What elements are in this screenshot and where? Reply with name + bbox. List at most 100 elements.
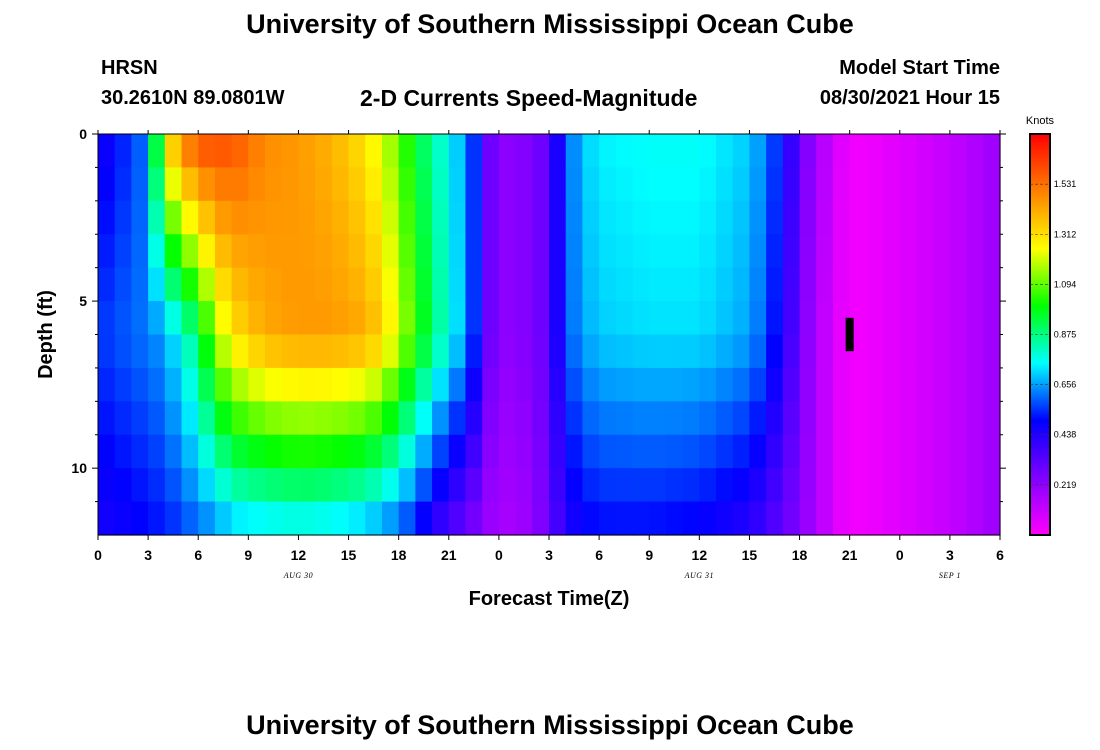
heatmap-cell [933, 267, 951, 302]
heatmap-cell [983, 167, 1001, 202]
heatmap-cell [665, 200, 684, 235]
heatmap-cell [766, 267, 784, 302]
heatmap-cell [916, 234, 934, 269]
heatmap-cell [265, 334, 283, 369]
heatmap-cell [114, 501, 132, 536]
heatmap-cell [682, 367, 700, 402]
heatmap-cell [315, 167, 333, 202]
heatmap-cell [565, 134, 583, 169]
heatmap-cell [816, 134, 834, 169]
heatmap-cell [632, 167, 650, 202]
heatmap-cell [682, 501, 700, 536]
heatmap-cell [849, 267, 867, 302]
heatmap-cell [916, 334, 934, 369]
heatmap-cell [933, 301, 951, 336]
heatmap-cell [198, 200, 216, 235]
heatmap-cell [114, 434, 132, 469]
heatmap-cell [916, 367, 934, 402]
heatmap-cell [298, 401, 316, 436]
x-tick-label: 0 [896, 547, 904, 563]
heatmap-cell [749, 234, 767, 269]
heatmap-cell [164, 167, 183, 202]
heatmap-cell [832, 200, 851, 235]
heatmap-cell [131, 501, 149, 536]
heatmap-cell [131, 434, 149, 469]
station-coordinates: 30.2610N 89.0801W [101, 87, 285, 109]
heatmap-cell [916, 200, 934, 235]
heatmap-cell [398, 167, 416, 202]
heatmap-cell [799, 334, 817, 369]
heatmap-cell [348, 200, 366, 235]
heatmap-cell [582, 200, 600, 235]
heatmap-cell [315, 234, 333, 269]
heatmap-cell [131, 200, 149, 235]
heatmap-cell [949, 234, 968, 269]
x-tick-label: 21 [441, 547, 457, 563]
heatmap-cell [883, 434, 901, 469]
heatmap-cell [198, 267, 216, 302]
heatmap-cell [265, 234, 283, 269]
heatmap-cell [398, 200, 416, 235]
heatmap-cell [98, 401, 116, 436]
heatmap-cell [331, 134, 350, 169]
heatmap-cell [549, 367, 567, 402]
heatmap-cell [448, 267, 467, 302]
heatmap-cell [98, 334, 116, 369]
heatmap-cell [265, 134, 283, 169]
heatmap-cell [816, 501, 834, 536]
heatmap-cell [549, 334, 567, 369]
heatmap-cell [682, 468, 700, 503]
heatmap-cell [716, 501, 734, 536]
heatmap-cell [849, 134, 867, 169]
heatmap-cell [916, 134, 934, 169]
heatmap-cell [582, 167, 600, 202]
heatmap-cell [949, 301, 968, 336]
heatmap-cell [331, 167, 350, 202]
heatmap-cell [114, 200, 132, 235]
heatmap-cell [716, 167, 734, 202]
heatmap-cell [315, 501, 333, 536]
heatmap-cell [248, 134, 266, 169]
heatmap-cell [381, 367, 400, 402]
heatmap-cell [716, 134, 734, 169]
heatmap-cell [164, 468, 183, 503]
heatmap-cell [298, 367, 316, 402]
heatmap-cell [732, 401, 751, 436]
heatmap-cell [799, 367, 817, 402]
heatmap-cell [665, 501, 684, 536]
heatmap-cell [899, 401, 918, 436]
heatmap-cell [148, 501, 166, 536]
heatmap-cell [716, 267, 734, 302]
heatmap-cell [164, 301, 183, 336]
x-tick-label: 6 [595, 547, 603, 563]
heatmap-cell [114, 267, 132, 302]
heatmap-cell [632, 200, 650, 235]
heatmap-cell [515, 468, 533, 503]
heatmap-cell [148, 334, 166, 369]
heatmap-cell [599, 501, 617, 536]
heatmap-cell [482, 401, 500, 436]
heatmap-cell [465, 334, 483, 369]
heatmap-cell [415, 434, 433, 469]
heatmap-cell [849, 167, 867, 202]
heatmap-cell [248, 434, 266, 469]
heatmap-cell [181, 401, 199, 436]
heatmap-cell [899, 301, 918, 336]
heatmap-cell [849, 301, 867, 336]
heatmap-cell [849, 234, 867, 269]
heatmap-cell [98, 434, 116, 469]
heatmap-cell [849, 501, 867, 536]
heatmap-cell [348, 167, 366, 202]
heatmap-cell [716, 367, 734, 402]
heatmap-cell [98, 234, 116, 269]
heatmap-cell [432, 434, 450, 469]
heatmap-cell [732, 334, 751, 369]
heatmap-cell [899, 367, 918, 402]
heatmap-cell [816, 234, 834, 269]
heatmap-cell [799, 234, 817, 269]
heatmap-cell [749, 401, 767, 436]
heatmap-cell [816, 267, 834, 302]
heatmap-cell [148, 301, 166, 336]
heatmap-cell [549, 234, 567, 269]
heatmap-cell [799, 301, 817, 336]
